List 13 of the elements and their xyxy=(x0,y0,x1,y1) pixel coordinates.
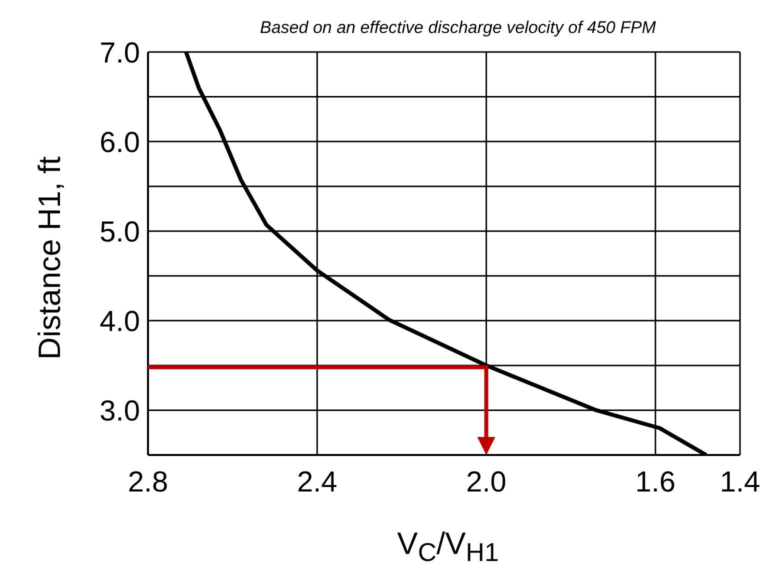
y-tick-label: 7.0 xyxy=(100,37,140,70)
y-tick-label: 4.0 xyxy=(100,306,140,338)
x-tick-label: 2.4 xyxy=(296,466,338,499)
x-tick-label: 1.6 xyxy=(635,466,676,499)
x-tick-label: 2.8 xyxy=(128,466,168,499)
y-tick-label: 5.0 xyxy=(100,216,140,248)
x-axis-title: V$_{C}$/V$_{H1}$ xyxy=(396,526,500,568)
y-tick-label: 6.0 xyxy=(100,126,140,159)
y-tick-label: 3.0 xyxy=(100,396,140,428)
y-axis-title: Distance H1, ft xyxy=(32,156,68,360)
x-tick-label: 1.4 xyxy=(720,466,760,499)
chart-subtitle: Based on an effective discharge velocity of 450 FPM xyxy=(259,18,657,38)
x-tick-label: 2.0 xyxy=(466,466,506,499)
